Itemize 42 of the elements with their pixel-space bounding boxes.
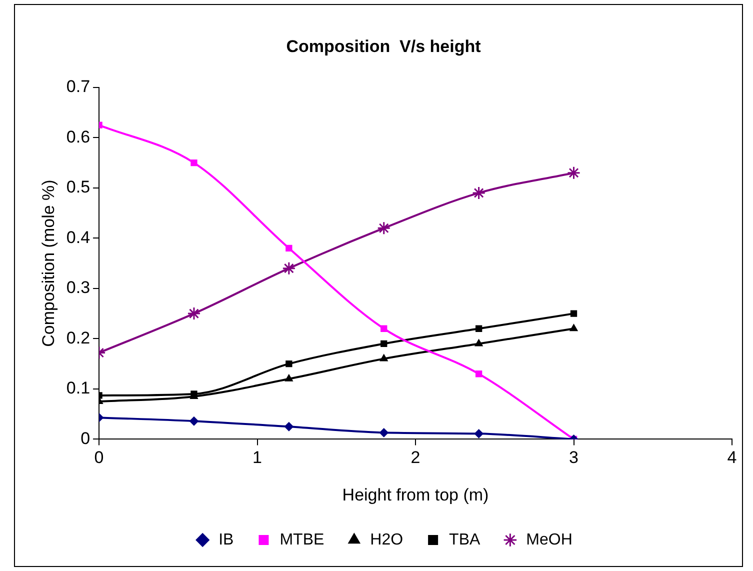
x-tick-label: 3 bbox=[569, 448, 578, 468]
point bbox=[377, 221, 391, 235]
x-tick-label: 1 bbox=[252, 448, 262, 468]
x-tick-label: 4 bbox=[727, 448, 737, 468]
y-tick-label: 0.6 bbox=[66, 127, 90, 146]
point bbox=[282, 262, 296, 276]
point bbox=[380, 340, 388, 348]
point bbox=[284, 422, 294, 432]
legend-label: MTBE bbox=[280, 531, 324, 548]
legend-label: TBA bbox=[449, 531, 481, 548]
point bbox=[286, 244, 292, 252]
point bbox=[475, 325, 482, 332]
y-tick-label: 0.7 bbox=[66, 77, 90, 96]
point bbox=[472, 186, 486, 200]
y-tick-label: 0.5 bbox=[66, 178, 90, 197]
y-tick-label: 0.4 bbox=[66, 228, 90, 247]
point bbox=[474, 429, 484, 438]
chart-title: Composition V/s height bbox=[286, 36, 482, 56]
legend-label: IB bbox=[218, 531, 234, 548]
point bbox=[187, 306, 201, 320]
x-tick-label: 2 bbox=[410, 448, 420, 468]
y-tick-label: 0.1 bbox=[66, 378, 90, 398]
y-tick-label: 0.2 bbox=[66, 328, 90, 348]
point bbox=[284, 374, 293, 382]
point bbox=[570, 310, 578, 317]
point bbox=[380, 325, 388, 332]
y-tick-label: 0 bbox=[80, 428, 90, 448]
x-axis-title: Height from top (m) bbox=[342, 485, 489, 504]
point bbox=[380, 354, 388, 362]
point bbox=[567, 166, 581, 180]
point bbox=[570, 324, 578, 332]
y-tick-label: 0.3 bbox=[66, 278, 90, 298]
point bbox=[379, 428, 388, 438]
point bbox=[190, 159, 198, 166]
point bbox=[286, 360, 292, 368]
point bbox=[189, 416, 198, 426]
point bbox=[475, 370, 482, 378]
legend-label: H2O bbox=[370, 531, 404, 548]
y-axis-title: Composition (mole %) bbox=[38, 180, 58, 347]
legend-label: MeOH bbox=[526, 531, 572, 548]
point bbox=[474, 339, 483, 346]
x-tick-label: 0 bbox=[94, 448, 104, 468]
